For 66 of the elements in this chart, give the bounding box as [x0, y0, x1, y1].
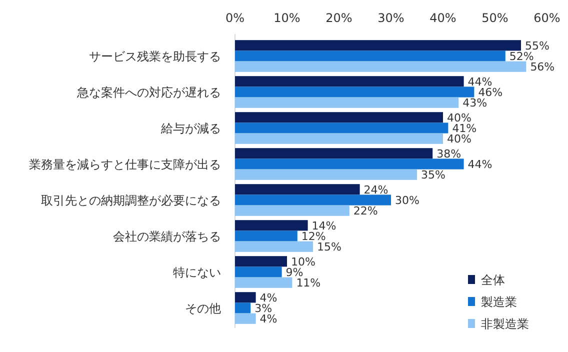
data-label: 12% [301, 230, 326, 243]
data-label: 55% [525, 39, 550, 52]
data-label: 14% [312, 219, 336, 232]
data-label: 22% [353, 204, 378, 218]
data-label: 46% [478, 86, 503, 99]
data-label: 40% [447, 132, 472, 146]
y-tick-label: サービス残業を助長する [89, 50, 221, 64]
data-label: 11% [296, 276, 321, 290]
bar [235, 194, 391, 206]
bar [235, 205, 350, 216]
data-label: 3% [254, 302, 272, 315]
data-label: 38% [436, 147, 462, 160]
bar [235, 313, 256, 324]
bar [235, 40, 521, 51]
data-label: 4% [260, 291, 278, 304]
bar [235, 50, 506, 62]
bar [235, 266, 282, 278]
bar [235, 76, 464, 87]
data-label: 52% [509, 50, 534, 63]
data-label: 10% [291, 255, 316, 268]
data-label: 43% [462, 96, 488, 110]
data-label: 41% [452, 122, 477, 135]
bar [235, 292, 256, 303]
bar [235, 112, 443, 123]
data-label: 15% [317, 240, 342, 254]
x-tick-label: 30% [378, 11, 404, 25]
bar [235, 302, 251, 314]
x-tick-label: 50% [482, 11, 508, 25]
x-tick-label: 10% [274, 11, 300, 25]
y-tick-label: 会社の業績が落ちる [113, 230, 221, 244]
data-label: 40% [447, 111, 472, 124]
x-tick-label: 40% [430, 11, 456, 25]
bar [235, 86, 474, 98]
data-label: 56% [530, 60, 555, 74]
data-label: 35% [421, 168, 446, 182]
y-tick-label: 取引先との納期調整が必要になる [41, 194, 221, 208]
x-tick-label: 0% [225, 11, 245, 25]
bar [235, 256, 287, 267]
bar [235, 169, 417, 180]
data-label: 44% [468, 158, 492, 171]
bar [235, 277, 292, 288]
y-tick-label: 業務量を減らすと仕事に支障が出る [29, 158, 221, 172]
data-label: 30% [395, 194, 420, 207]
y-tick-label: 急な案件への対応が遅れる [76, 86, 221, 100]
bar [235, 122, 448, 134]
data-label: 24% [364, 183, 388, 196]
bar [235, 230, 298, 242]
bar [235, 158, 464, 170]
x-tick-label: 60% [534, 11, 560, 25]
bar [235, 133, 443, 144]
bar [235, 241, 313, 252]
bar [235, 61, 526, 72]
bar [235, 97, 459, 108]
data-label: 9% [286, 266, 304, 279]
bar [235, 220, 308, 231]
bar [235, 184, 360, 195]
data-label: 4% [260, 312, 278, 326]
y-tick-label: 給与が減る [160, 122, 221, 136]
legend-label: 製造業 [481, 295, 517, 309]
x-tick-label: 20% [326, 11, 352, 25]
data-label: 44% [468, 75, 492, 88]
bar [235, 148, 433, 159]
y-tick-label: その他 [185, 302, 221, 316]
legend-label: 非製造業 [481, 317, 529, 331]
legend-label: 全体 [481, 273, 505, 287]
y-tick-label: 特にない [173, 266, 221, 280]
